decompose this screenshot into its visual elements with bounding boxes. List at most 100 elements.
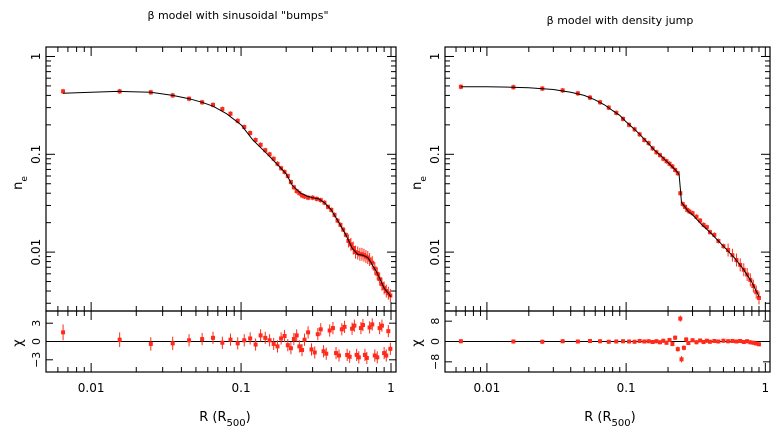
residual-point [388, 346, 393, 351]
x-axis-label: R (R500) [584, 410, 635, 429]
data-point [370, 260, 375, 265]
residual-point [730, 338, 735, 343]
residual-point [721, 338, 726, 343]
residual-point [511, 339, 516, 344]
data-point [302, 194, 307, 199]
residual-point [627, 339, 632, 344]
residual-y-tick-label: 0 [429, 338, 442, 345]
residual-point [621, 339, 626, 344]
residual-point [334, 351, 339, 356]
data-point [228, 111, 233, 116]
y-axis-label-sub: e [20, 176, 30, 182]
data-point [756, 295, 761, 300]
residual-point [267, 338, 272, 343]
residual-point [285, 343, 290, 348]
x-axis-label-sub: 500 [227, 418, 246, 429]
x-tick-label: 0.1 [232, 381, 251, 395]
chart-panel-2: β model with density jump 0.01 0.1 1 0.01 0.1… [410, 14, 771, 429]
residual-point [734, 339, 739, 344]
residual-point [318, 327, 323, 332]
residual-point [61, 330, 66, 335]
residual-point [650, 340, 655, 345]
residual-point [386, 329, 391, 334]
y-axis-label: ne [410, 176, 429, 190]
residual-point [701, 340, 706, 345]
model-series [63, 90, 392, 298]
residual-point [694, 340, 699, 345]
residual-point [263, 335, 268, 340]
residual-point [716, 339, 721, 344]
residual-point [358, 326, 363, 331]
x-axis-label-main: R (R [584, 410, 611, 425]
data-point [267, 152, 272, 157]
data-point [294, 189, 299, 194]
chart-panel-1: β model with sinusoidal "bumps" 0.01 0.1 1 0… [11, 9, 397, 429]
residual-point [670, 342, 675, 347]
residual-point [377, 326, 382, 331]
residual-point [342, 324, 347, 329]
residual-point [211, 335, 216, 340]
residual-point [679, 357, 684, 362]
residual-point [300, 348, 305, 353]
residual-point [367, 325, 372, 330]
residual-point [384, 353, 389, 358]
residual-point [673, 335, 678, 340]
residual-point [327, 328, 332, 333]
residual-point [686, 341, 691, 346]
data-point [698, 218, 703, 223]
residual-point [242, 338, 247, 343]
residual-point [681, 345, 686, 350]
x-tick-label: 1 [762, 381, 770, 395]
residual-point [352, 323, 357, 328]
residual-point [661, 338, 666, 343]
data-point [235, 118, 240, 123]
residual-point [540, 339, 545, 344]
chart-title: β model with density jump [547, 14, 694, 27]
x-axis-label-close: ) [631, 410, 636, 425]
residual-point [279, 336, 284, 341]
residual-point [297, 344, 302, 349]
x-axis-label-main: R (R [199, 410, 226, 425]
x-tick-label: 0.01 [474, 381, 501, 395]
x-tick-label: 1 [387, 381, 395, 395]
data-series [458, 84, 761, 305]
residual-point [347, 354, 352, 359]
residual-point [382, 351, 387, 356]
y-tick-label: 0.1 [29, 145, 43, 164]
residual-point [235, 341, 240, 346]
residual-point [678, 316, 683, 321]
data-point [271, 156, 276, 161]
residual-point [704, 338, 709, 343]
residual-point [684, 337, 689, 342]
residual-point [664, 340, 669, 345]
y-tick-label: 0.1 [428, 145, 442, 164]
residual-point [315, 332, 320, 337]
residual-point [302, 337, 307, 342]
data-point [687, 209, 692, 214]
residual-point [258, 333, 263, 338]
chart-title: β model with sinusoidal "bumps" [147, 9, 328, 22]
residual-point [379, 323, 384, 328]
residual-point [364, 355, 369, 360]
residual-point [362, 352, 367, 357]
residual-point [637, 338, 642, 343]
residual-point [354, 352, 359, 357]
residual-point [598, 339, 603, 344]
residual-point [200, 337, 205, 342]
data-point [297, 191, 302, 196]
residual-point [756, 342, 761, 347]
residual-point [187, 338, 192, 343]
residual-point [117, 337, 122, 342]
y-tick-label: 1 [428, 53, 442, 61]
data-point [726, 248, 731, 253]
residual-point [253, 342, 258, 347]
data-point [560, 88, 565, 93]
data-point [694, 214, 699, 219]
residual-point [575, 339, 580, 344]
data-point [275, 161, 280, 166]
residual-y-tick-label: 3 [30, 320, 43, 327]
data-point [701, 222, 706, 227]
model-line [460, 86, 760, 297]
residual-point [726, 339, 731, 344]
